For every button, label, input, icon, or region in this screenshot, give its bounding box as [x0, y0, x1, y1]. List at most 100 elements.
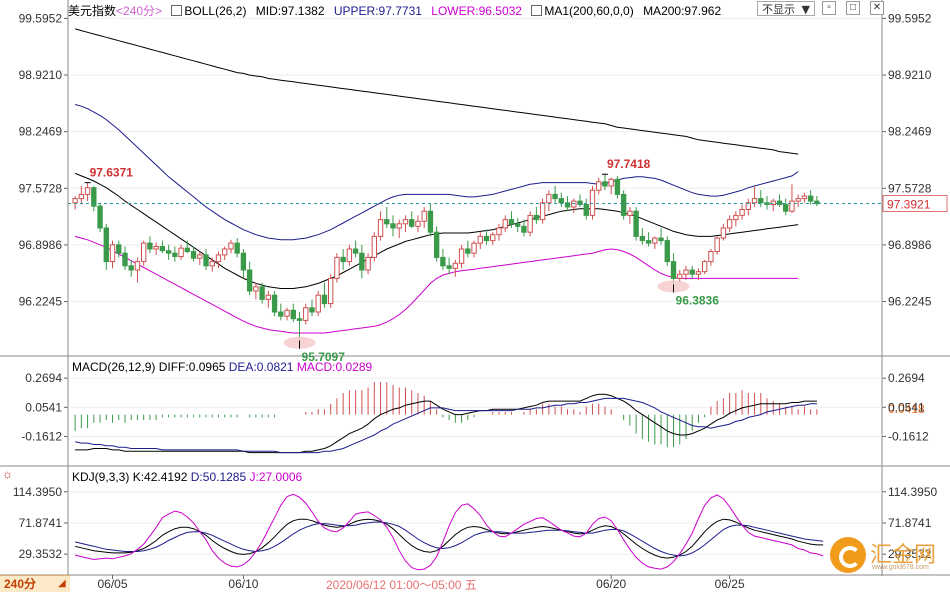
- y-tick-label-right: 114.3950: [888, 485, 937, 499]
- candle-body: [714, 237, 720, 253]
- candle-body: [446, 265, 452, 269]
- candle-body: [377, 219, 384, 237]
- maximize-button[interactable]: □: [846, 1, 860, 15]
- macd-panel[interactable]: 0.0418: [74, 382, 925, 454]
- macd-dea-value: DEA:0.0821: [228, 360, 294, 374]
- candle-body: [153, 245, 159, 250]
- instrument-title: 美元指数<240分>: [68, 4, 163, 18]
- candle-body: [627, 210, 633, 216]
- kdj-j-value: J:27.0006: [249, 470, 303, 484]
- y-tick-label-left: 98.9210: [19, 68, 63, 82]
- sun-icon[interactable]: ☼: [2, 467, 13, 481]
- candle-body: [508, 219, 515, 225]
- ma200-value: MA200:97.962: [643, 4, 722, 18]
- candle-body: [452, 262, 459, 269]
- candle-body: [739, 209, 745, 216]
- y-tick-label-left: -0.1612: [21, 429, 62, 443]
- candle-body: [483, 235, 490, 242]
- kdj-name: KDJ(9,3,3): [72, 470, 130, 484]
- kdj-k-value: K:42.4192: [132, 470, 188, 484]
- x-axis: 06/05 06/10 06/20 06/25: [98, 575, 745, 591]
- candle-body: [801, 195, 808, 200]
- candle-body: [147, 242, 153, 250]
- candle-body: [477, 235, 483, 244]
- y-tick-label-right: -0.1612: [888, 429, 929, 443]
- candle-body: [340, 256, 346, 263]
- candle-body: [427, 210, 434, 233]
- candle-body: [440, 256, 446, 267]
- candle-body: [402, 219, 409, 225]
- candle-body: [652, 237, 658, 244]
- ma-legend[interactable]: MA1(200,60,0,0): [531, 4, 634, 18]
- y-tick-label-left: 0.2694: [25, 371, 62, 385]
- candle-body: [178, 247, 184, 258]
- candle-body: [583, 203, 589, 216]
- candle-body: [702, 261, 708, 273]
- high-left-label: 97.6371: [90, 166, 134, 180]
- macd-diff-value: DIFF:0.0965: [158, 360, 226, 374]
- candle-body: [253, 286, 259, 292]
- candle-body: [546, 193, 552, 204]
- boll-mid-value: MID:97.1382: [255, 4, 325, 18]
- candle-body: [564, 202, 571, 208]
- candle-body: [328, 277, 334, 305]
- candle-body: [209, 261, 215, 267]
- candle-body: [720, 227, 727, 239]
- candle-body: [683, 269, 689, 275]
- candle-body: [78, 193, 85, 200]
- candle-body: [558, 198, 564, 204]
- timeframe-selector[interactable]: 240分 ◢: [0, 575, 70, 592]
- y-tick-label-right: 71.8741: [888, 516, 932, 530]
- candle-body: [789, 200, 795, 212]
- candle-body: [521, 225, 527, 233]
- current-price-box: [882, 194, 948, 212]
- candle-body: [458, 248, 465, 264]
- candle-body: [134, 261, 141, 271]
- y-tick-label-left: 29.3532: [19, 547, 63, 561]
- gold-logo-icon: [830, 537, 866, 573]
- candle-body: [352, 248, 359, 254]
- candle-body: [751, 198, 758, 204]
- close-icon: ✕: [872, 2, 882, 13]
- candle-body: [215, 254, 222, 263]
- indicator-toggle-icon[interactable]: [171, 5, 183, 16]
- candle-body: [365, 256, 371, 271]
- candle-body: [527, 214, 533, 233]
- macd-dea-line: [74, 397, 817, 454]
- close-button[interactable]: ✕: [870, 1, 884, 15]
- candle-body: [783, 203, 789, 212]
- boll-legend[interactable]: BOLL(26,2): [171, 4, 246, 18]
- candle-body: [577, 200, 583, 205]
- candle-body: [222, 248, 228, 256]
- watermark-title: 汇金网: [870, 543, 937, 568]
- kdj-j-line: [74, 493, 824, 571]
- triangle-icon: ◢: [58, 578, 66, 589]
- kdj-legend: KDJ(9,3,3) K:42.4192 D:50.1285 J:27.0006: [72, 470, 302, 484]
- candle-body: [708, 251, 714, 263]
- indicator-toggle-icon[interactable]: [531, 5, 543, 16]
- candle-body: [639, 235, 646, 242]
- candle-body: [259, 286, 265, 300]
- candle-body: [677, 273, 683, 279]
- candle-body: [122, 252, 128, 267]
- kdj-panel[interactable]: [74, 493, 824, 571]
- candle-body: [552, 193, 558, 200]
- candle-body: [745, 202, 751, 211]
- candle-body: [284, 309, 290, 317]
- macd-diff-line: [75, 393, 817, 454]
- candle-body: [502, 219, 508, 229]
- y-tick-label-right: 98.9210: [888, 68, 932, 82]
- candle-body: [433, 231, 440, 258]
- chart-settings-button[interactable]: ▫: [822, 1, 836, 15]
- y-tick-label-left: 99.5952: [19, 11, 63, 25]
- hide-indicator-dropdown[interactable]: 不显示 ▼: [757, 1, 815, 16]
- y-tick-label-right: 99.5952: [888, 11, 932, 25]
- candle-body: [471, 242, 477, 254]
- x-tick-label: 06/25: [715, 577, 745, 591]
- square-icon: ▫: [827, 2, 831, 13]
- main-price-panel[interactable]: 97.3921 97.6371 97.7418 95.7097 96.3836: [68, 28, 948, 364]
- macd-name: MACD(26,12,9): [72, 360, 156, 374]
- candle-body: [633, 210, 639, 237]
- candle-body: [589, 189, 596, 216]
